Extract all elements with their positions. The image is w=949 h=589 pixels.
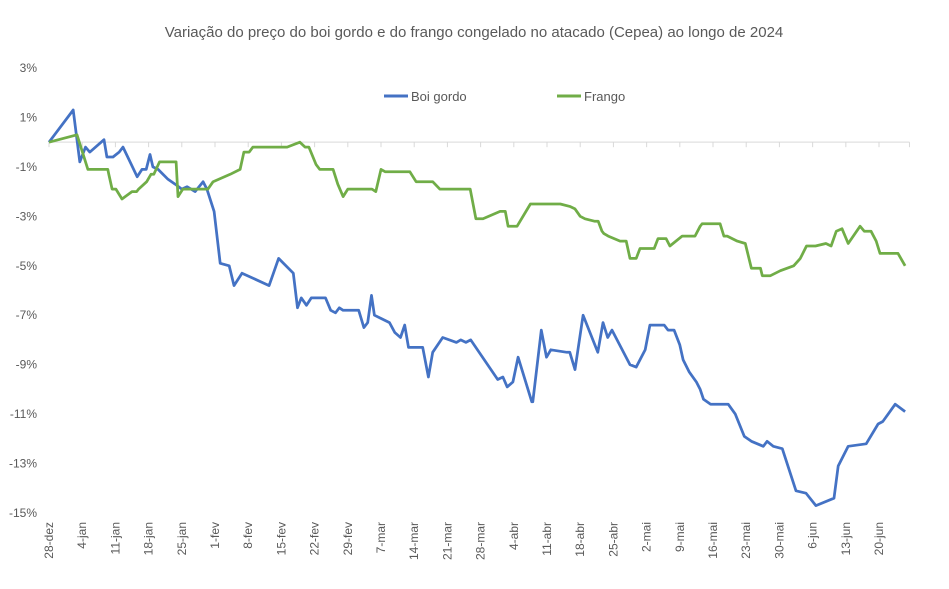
x-tick-label: 4-jan	[75, 522, 89, 549]
x-tick-label: 1-fev	[208, 522, 222, 549]
y-tick-label: -15%	[9, 506, 37, 520]
x-tick-label: 20-jun	[872, 522, 886, 555]
y-tick-label: -13%	[9, 457, 37, 471]
series-group	[47, 108, 907, 507]
x-tick-label: 11-abr	[540, 522, 554, 556]
x-tick-label: 2-mai	[640, 522, 654, 552]
x-tick-label: 25-abr	[606, 522, 620, 557]
x-tick-label: 7-mar	[374, 522, 388, 553]
x-tick-label: 15-fev	[274, 522, 288, 555]
y-tick-label: 3%	[20, 61, 38, 75]
legend-label-frango: Frango	[584, 89, 625, 104]
x-tick-label: 18-jan	[142, 522, 156, 555]
x-tick-label: 29-fev	[341, 522, 355, 555]
y-tick-label: -7%	[16, 308, 38, 322]
y-tick-label: -5%	[16, 259, 38, 273]
y-tick-label: -9%	[16, 358, 38, 372]
x-tick-label: 14-mar	[407, 522, 421, 560]
legend: Boi gordo Frango	[384, 89, 625, 104]
series-line-frango	[48, 133, 907, 278]
x-tick-label: 16-mai	[706, 522, 720, 559]
x-tick-label: 25-jan	[175, 522, 189, 555]
x-tick-label: 9-mai	[673, 522, 687, 552]
x-tick-label: 30-mai	[772, 522, 786, 559]
chart-title: Variação do preço do boi gordo e do fran…	[165, 24, 784, 41]
x-tick-label: 11-jan	[108, 522, 122, 554]
x-tick-label: 6-jun	[806, 522, 820, 549]
x-tick-label: 28-mar	[474, 522, 488, 560]
x-tick-label: 28-dez	[42, 522, 56, 559]
x-tick-label: 13-jun	[839, 522, 853, 555]
x-tick-label: 18-abr	[573, 522, 587, 557]
x-axis: 28-dez 4-jan 11-jan 18-jan 25-jan 1-fev 8-fev 1…	[42, 142, 910, 560]
x-tick-label: 22-fev	[308, 522, 322, 555]
x-tick-label: 23-mai	[739, 522, 753, 559]
legend-label-boi-gordo: Boi gordo	[411, 89, 467, 104]
x-tick-label: 4-abr	[507, 522, 521, 550]
y-tick-label: 1%	[20, 110, 38, 124]
x-tick-label: 8-fev	[241, 522, 255, 549]
y-tick-label: -3%	[16, 209, 38, 223]
x-tick-label: 21-mar	[440, 522, 454, 560]
y-tick-label: -11%	[10, 407, 37, 421]
y-tick-label: -1%	[16, 160, 38, 174]
y-axis: 3% 1% -1% -3% -5% -7% -9% -11% -13% -15%	[9, 61, 37, 520]
